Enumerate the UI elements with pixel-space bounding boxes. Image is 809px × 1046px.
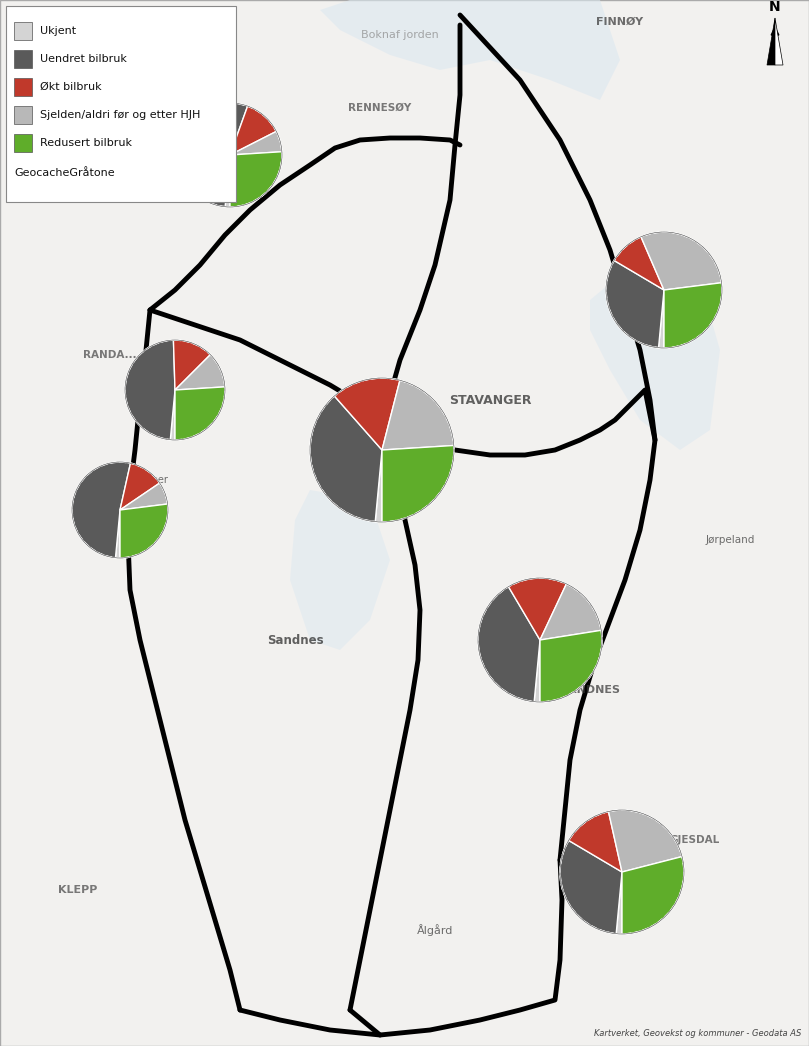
Text: Sandnes: Sandnes (267, 634, 324, 646)
Text: STAVANGER: STAVANGER (449, 393, 532, 407)
Wedge shape (664, 282, 722, 348)
Wedge shape (606, 260, 664, 347)
Text: Boknaf jorden: Boknaf jorden (361, 30, 438, 40)
Wedge shape (171, 390, 175, 440)
Polygon shape (590, 250, 720, 450)
Text: Kartverket, Geovekst og kommuner - Geodata AS: Kartverket, Geovekst og kommuner - Geoda… (594, 1029, 801, 1038)
Wedge shape (375, 450, 382, 522)
Wedge shape (659, 290, 664, 348)
Wedge shape (120, 504, 168, 558)
Bar (14, 78, 32, 96)
Wedge shape (120, 463, 159, 510)
Text: GJESDAL: GJESDAL (670, 835, 720, 845)
Text: SANDNES: SANDNES (560, 685, 620, 695)
Text: Jørpeland: Jørpeland (705, 535, 755, 545)
Wedge shape (120, 483, 167, 510)
Wedge shape (225, 155, 230, 207)
Wedge shape (508, 578, 566, 640)
Wedge shape (382, 381, 454, 450)
Text: Sjelden/aldri før og etter HJH: Sjelden/aldri før og etter HJH (40, 110, 201, 120)
Wedge shape (622, 857, 684, 934)
Text: Redusert bilbruk: Redusert bilbruk (40, 138, 132, 147)
Wedge shape (641, 232, 722, 290)
Text: RENNESØY: RENNESØY (349, 103, 412, 113)
Wedge shape (310, 396, 382, 522)
Bar (14, 22, 32, 40)
Polygon shape (290, 490, 390, 650)
Text: GeocacheGråtone: GeocacheGråtone (14, 168, 115, 178)
Bar (14, 106, 32, 124)
Text: RANDA...: RANDA... (83, 350, 137, 360)
Wedge shape (230, 152, 282, 207)
Wedge shape (608, 810, 682, 872)
Wedge shape (569, 812, 622, 872)
Wedge shape (230, 106, 277, 155)
Text: Ålgård: Ålgård (417, 924, 453, 936)
Text: N: N (769, 0, 781, 14)
Polygon shape (767, 18, 775, 65)
Wedge shape (614, 236, 664, 290)
Wedge shape (175, 355, 225, 390)
Wedge shape (173, 340, 210, 390)
Text: Økt bilbruk: Økt bilbruk (40, 82, 102, 92)
Wedge shape (540, 584, 601, 640)
Wedge shape (382, 446, 454, 522)
Bar (14, 134, 32, 152)
Wedge shape (334, 378, 400, 450)
Wedge shape (230, 132, 282, 155)
Wedge shape (72, 462, 130, 558)
Text: Ukjent: Ukjent (40, 26, 76, 36)
Polygon shape (320, 0, 620, 100)
Wedge shape (478, 587, 540, 702)
Text: KLEPP: KLEPP (58, 885, 98, 895)
Wedge shape (560, 840, 622, 934)
Wedge shape (534, 640, 540, 702)
Wedge shape (116, 510, 120, 558)
Text: Tananger: Tananger (122, 475, 167, 485)
Wedge shape (616, 872, 622, 934)
Wedge shape (540, 631, 602, 702)
Polygon shape (775, 18, 783, 65)
Text: Uendret bilbruk: Uendret bilbruk (40, 54, 127, 64)
Bar (14, 50, 32, 68)
Wedge shape (178, 103, 248, 207)
Wedge shape (125, 340, 175, 439)
Text: FINNØY: FINNØY (596, 17, 644, 27)
Bar (6, 6, 236, 202)
Wedge shape (175, 387, 225, 440)
